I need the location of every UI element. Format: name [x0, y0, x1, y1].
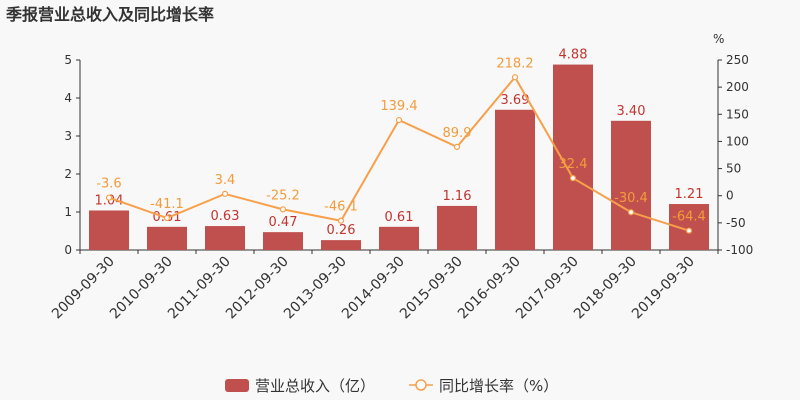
- line-value-label: -46.1: [324, 200, 358, 215]
- line-value-label: 89.9: [443, 126, 472, 141]
- line-point: [395, 116, 403, 124]
- right-tick-label: 250: [726, 53, 749, 67]
- legend[interactable]: 营业总收入（亿） 同比增长率（%）: [225, 377, 558, 395]
- right-tick-label: -50: [726, 216, 746, 230]
- legend-line-label: 同比增长率（%）: [439, 377, 558, 395]
- line-value-label: 32.4: [559, 157, 588, 172]
- bar: [437, 205, 477, 250]
- bar-value-label: 1.21: [675, 187, 704, 202]
- line-value-label: 218.2: [496, 56, 533, 71]
- line-point: [569, 175, 577, 182]
- line-value-label: -41.1: [150, 197, 184, 212]
- bar: [611, 120, 651, 250]
- bar: [495, 109, 535, 250]
- bar: [321, 240, 361, 250]
- bar-value-label: 0.63: [211, 209, 240, 224]
- right-tick-label: 100: [726, 134, 749, 148]
- legend-bar-label: 营业总收入（亿）: [255, 377, 375, 395]
- bar: [89, 210, 129, 250]
- bar: [553, 64, 593, 250]
- line-point: [105, 194, 113, 201]
- bar-value-label: 3.40: [617, 104, 646, 119]
- x-tick-label: 2019-09-30: [629, 254, 698, 323]
- bar-value-label: 4.88: [559, 48, 588, 63]
- line-point: [163, 214, 171, 222]
- bar: [147, 226, 187, 250]
- chart-title: 季报营业总收入及同比增长率: [5, 5, 214, 24]
- line-point: [453, 143, 461, 151]
- bar: [263, 232, 303, 250]
- bar-value-label: 1.04: [95, 193, 124, 208]
- left-tick-label: 5: [64, 53, 72, 67]
- bars: 1.040.610.630.470.260.611.163.694.883.40…: [89, 48, 709, 250]
- left-tick-label: 4: [64, 91, 72, 105]
- left-tick-label: 0: [64, 243, 72, 257]
- bar: [205, 226, 245, 250]
- right-tick-label: 150: [726, 107, 749, 121]
- right-tick-label: 50: [726, 162, 741, 176]
- line-value-label: -64.4: [672, 210, 706, 225]
- line-point: [221, 190, 229, 197]
- line-value-label: 139.4: [380, 99, 417, 114]
- line-point: [511, 74, 519, 81]
- legend-line-marker: [415, 379, 427, 391]
- bar-value-label: 0.47: [269, 215, 298, 230]
- line-point: [337, 217, 345, 224]
- left-tick-label: 1: [64, 205, 72, 219]
- right-tick-label: 200: [726, 80, 749, 94]
- bar-value-label: 3.69: [501, 93, 530, 108]
- line-value-label: -25.2: [266, 188, 300, 203]
- legend-bar-swatch: [225, 379, 249, 392]
- bar-value-label: 1.16: [443, 189, 472, 204]
- line-value-label: -30.4: [614, 191, 648, 206]
- bar-value-label: 0.61: [385, 210, 414, 225]
- right-tick-label: -100: [726, 243, 753, 257]
- left-tick-label: 2: [64, 167, 72, 181]
- right-axis-unit: %: [713, 32, 724, 46]
- line-value-label: -3.6: [96, 177, 121, 192]
- line-point: [627, 209, 635, 216]
- line-value-label: 3.4: [215, 173, 236, 188]
- line-point: [279, 206, 287, 213]
- line-point: [685, 227, 693, 234]
- right-tick-label: 0: [726, 189, 734, 203]
- bar-value-label: 0.26: [327, 223, 356, 238]
- bar: [379, 226, 419, 250]
- left-tick-label: 3: [64, 129, 72, 143]
- line-series: -3.6 -41.1 3.4 -25.2 -46.1 139.4 89.9 218.2 32.4…: [96, 56, 706, 234]
